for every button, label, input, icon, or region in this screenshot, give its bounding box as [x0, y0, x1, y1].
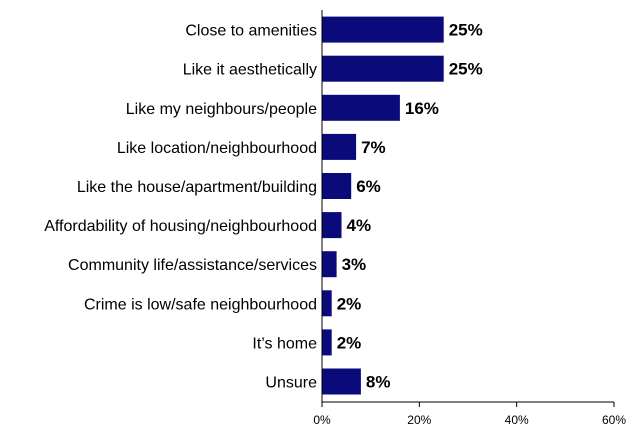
value-label: 25% [449, 60, 483, 79]
x-tick-label: 40% [505, 413, 529, 427]
category-label: It’s home [252, 335, 317, 352]
category-label: Community life/assistance/services [68, 257, 317, 274]
category-label: Affordability of housing/neighbourhood [44, 218, 317, 235]
bar [322, 290, 332, 317]
category-label: Like it aesthetically [183, 62, 317, 79]
value-label: 25% [449, 21, 483, 40]
category-label: Like my neighbours/people [126, 101, 317, 118]
bar [322, 368, 361, 395]
value-label: 6% [356, 177, 381, 196]
bars-layer [322, 16, 444, 395]
bar [322, 16, 444, 43]
bar [322, 133, 357, 160]
value-label: 8% [366, 373, 391, 392]
labels-layer: Close to amenities 25% Like it aesthetical… [44, 21, 483, 392]
value-label: 2% [337, 333, 362, 352]
bar [322, 212, 342, 239]
bar [322, 329, 332, 356]
x-tick-label: 0% [313, 413, 331, 427]
value-label: 4% [347, 216, 372, 235]
x-tick-label: 60% [602, 413, 626, 427]
category-label: Crime is low/safe neighbourhood [84, 296, 317, 313]
category-label: Close to amenities [185, 23, 317, 40]
value-label: 2% [337, 294, 362, 313]
bar [322, 94, 400, 121]
x-tick-label: 20% [407, 413, 431, 427]
category-label: Unsure [265, 375, 317, 392]
value-label: 16% [405, 99, 439, 118]
bar [322, 55, 444, 82]
category-label: Like location/neighbourhood [117, 140, 317, 157]
bar [322, 173, 352, 199]
value-label: 7% [361, 138, 386, 157]
category-label: Like the house/apartment/building [77, 179, 317, 196]
value-label: 3% [342, 255, 367, 274]
x-axis: 0% 20% 40% 60% [313, 10, 626, 427]
bar [322, 251, 337, 278]
